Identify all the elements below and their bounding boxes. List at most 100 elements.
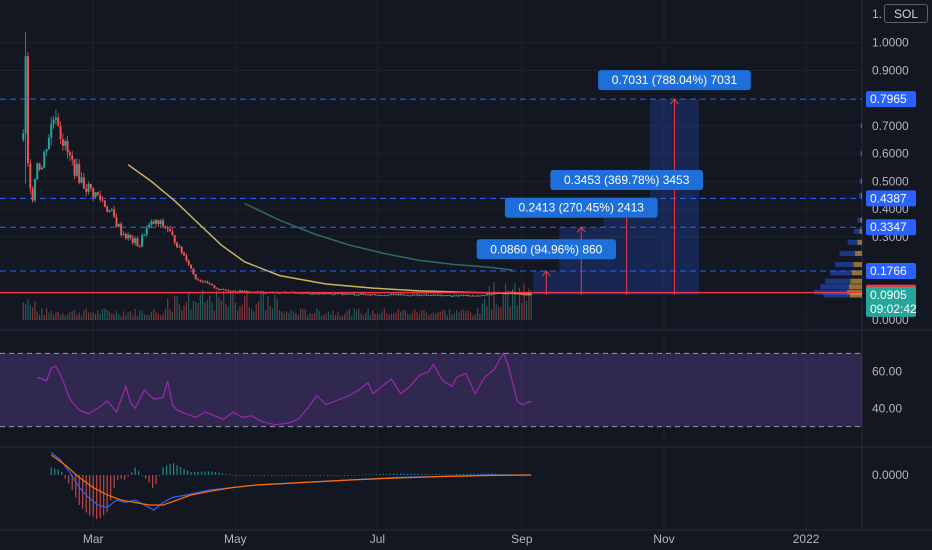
macd-histogram-bar <box>330 475 332 476</box>
macd-histogram-bar <box>50 467 52 475</box>
volume-bar <box>118 313 120 320</box>
volume-bar <box>143 314 146 320</box>
volume-profile-bar <box>860 151 862 157</box>
price-axis-label: 0.5000 <box>872 174 909 188</box>
candle-body <box>61 139 64 146</box>
macd-histogram-bar <box>470 473 472 475</box>
volume-bar <box>525 301 528 320</box>
price-axis-label: 0.6000 <box>872 147 909 161</box>
macd-histogram-bar <box>61 472 63 475</box>
candle-body <box>406 294 409 296</box>
time-axis-label: Jul <box>370 532 385 546</box>
candle-body <box>229 290 232 292</box>
volume-bar <box>73 309 76 320</box>
candle-body <box>343 293 346 295</box>
candle-body <box>129 234 132 238</box>
volume-profile-bar <box>860 123 862 129</box>
moving-average-slow <box>244 202 513 271</box>
volume-bar <box>306 315 309 320</box>
candle-body <box>157 220 160 224</box>
volume-bar <box>176 296 178 320</box>
candle-body <box>145 227 148 235</box>
volume-bar <box>253 311 255 320</box>
macd-axis-label: 0.0000 <box>872 468 909 482</box>
candle-body <box>108 210 111 212</box>
volume-profile-bar <box>850 292 862 298</box>
macd-histogram-bar <box>428 474 430 475</box>
candle-body <box>341 293 344 295</box>
candle-body <box>110 209 113 211</box>
macd-histogram-bar <box>403 473 405 475</box>
price-tag-label: 0.1766 <box>870 264 907 278</box>
candle-body <box>411 294 414 296</box>
macd-histogram-bar <box>249 475 252 476</box>
symbol-badge[interactable]: SOL <box>884 4 928 23</box>
candle-body <box>483 295 486 297</box>
volume-bar <box>281 311 283 320</box>
volume-bar <box>139 310 141 320</box>
volume-bar <box>271 308 274 320</box>
candle-body <box>413 294 416 296</box>
time-axis[interactable]: Mar May Jul Sep Nov 2022 <box>83 532 820 546</box>
price-axis[interactable]: 1.00000.90000.70000.60000.50000.40000.30… <box>866 36 917 482</box>
volume-bar <box>372 310 374 320</box>
macd-histogram-bar <box>204 471 206 475</box>
candle-body <box>383 294 386 296</box>
measure-labels[interactable]: 0.0860 (94.96%) 860 0.2413 (270.45%) 2413… <box>476 70 751 260</box>
volume-profile-bar <box>847 239 858 245</box>
rsi-line <box>37 351 532 426</box>
candle-body <box>204 281 207 283</box>
macd-histogram-bar <box>242 475 245 476</box>
volume-bar <box>355 309 358 320</box>
macd-histogram-bar <box>480 473 482 475</box>
candle-body <box>87 183 90 192</box>
candle-body <box>322 293 325 295</box>
candle-body <box>420 294 423 296</box>
macd-histogram-bar <box>183 468 185 475</box>
price-tag-box <box>866 91 916 108</box>
candle-body <box>339 293 342 295</box>
volume-bar <box>169 309 171 320</box>
candle-body <box>71 155 74 160</box>
volume-bar <box>423 310 425 320</box>
volume-bar <box>66 314 69 320</box>
macd-histogram-bar <box>165 465 168 475</box>
volume-bar <box>430 313 432 320</box>
volume-bar <box>234 302 236 320</box>
volume-bar <box>327 311 330 320</box>
candle-body <box>101 199 104 201</box>
volume-bar <box>264 310 267 320</box>
candle-body <box>82 177 85 189</box>
candle-body <box>434 294 437 296</box>
volume-bar <box>409 313 411 320</box>
macd-histogram-bar <box>127 475 129 477</box>
candle-body <box>38 163 41 170</box>
volume-bar <box>178 304 180 320</box>
volume-bar <box>428 315 430 320</box>
volume-bar <box>127 312 129 320</box>
volume-bar <box>518 287 521 320</box>
volume-bar <box>299 308 302 320</box>
candle-body <box>50 123 53 138</box>
measure-label: 0.2413 (270.45%) 2413 <box>519 201 645 215</box>
candle-body <box>176 242 179 248</box>
candle-body <box>525 294 528 296</box>
volume-bars <box>22 282 532 320</box>
macd-histogram-bar <box>393 473 395 475</box>
volume-bar <box>437 312 439 320</box>
measure-arrowhead <box>541 270 551 277</box>
volume-bar <box>353 308 355 320</box>
volume-bar <box>467 310 469 320</box>
measure-label-box <box>550 169 704 190</box>
volume-bar <box>244 295 246 320</box>
volume-bar <box>330 314 332 320</box>
volume-bar <box>202 290 204 320</box>
macd-histogram-bar <box>214 472 217 475</box>
macd-histogram-bar <box>270 475 273 476</box>
volume-bar <box>369 314 372 320</box>
candle-body <box>80 177 83 183</box>
candle-body <box>476 295 479 297</box>
volume-bar <box>108 311 111 320</box>
volume-bar <box>160 315 162 320</box>
